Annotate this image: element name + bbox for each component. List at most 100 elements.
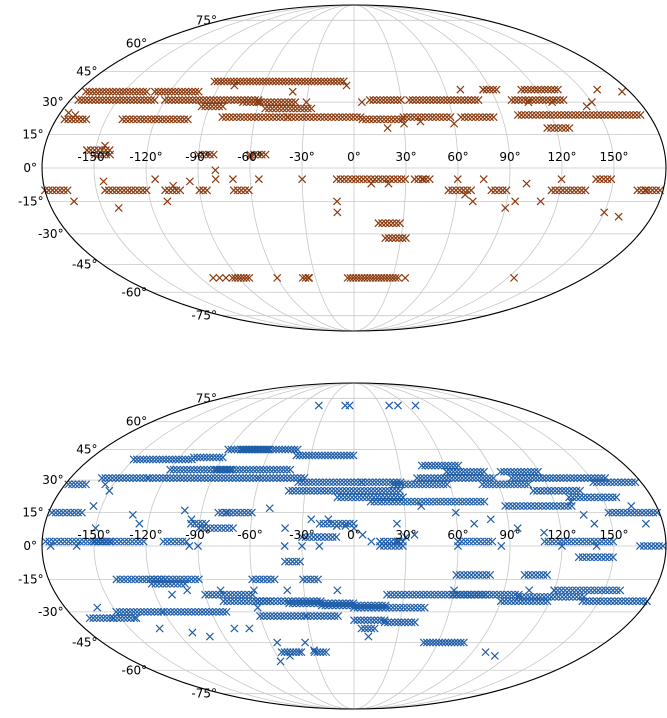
data-point bbox=[469, 537, 478, 546]
data-point bbox=[436, 497, 445, 506]
data-point bbox=[74, 480, 83, 489]
data-point bbox=[221, 524, 230, 533]
data-point bbox=[193, 453, 202, 462]
data-point bbox=[287, 612, 296, 621]
lat-tick-label: 30° bbox=[42, 95, 63, 109]
data-point bbox=[358, 115, 367, 124]
data-point bbox=[177, 607, 186, 616]
lat-tick-label: -15° bbox=[18, 572, 44, 586]
data-point bbox=[187, 575, 196, 584]
data-point bbox=[521, 592, 530, 601]
lat-tick-label: 75° bbox=[196, 13, 217, 27]
data-point bbox=[559, 474, 568, 483]
data-point bbox=[567, 110, 577, 120]
data-point bbox=[225, 524, 234, 533]
data-point bbox=[180, 115, 189, 124]
data-point bbox=[249, 465, 258, 474]
data-point bbox=[131, 575, 140, 584]
data-point bbox=[332, 175, 341, 184]
data-point bbox=[381, 219, 390, 228]
data-point bbox=[77, 96, 86, 105]
data-point bbox=[218, 465, 227, 474]
data-point bbox=[195, 186, 204, 195]
data-point bbox=[559, 96, 568, 105]
data-point bbox=[242, 273, 251, 282]
data-point bbox=[561, 486, 570, 495]
data-point bbox=[244, 597, 253, 606]
data-point bbox=[351, 175, 360, 184]
data-point bbox=[353, 603, 362, 612]
data-point bbox=[277, 597, 286, 606]
data-point bbox=[160, 87, 170, 96]
data-point bbox=[510, 96, 520, 105]
data-point bbox=[573, 474, 582, 483]
data-point bbox=[283, 612, 292, 621]
data-point bbox=[523, 467, 532, 476]
data-point bbox=[227, 445, 236, 454]
data-point bbox=[425, 638, 435, 647]
data-point bbox=[595, 175, 604, 184]
data-point bbox=[586, 537, 595, 546]
data-point bbox=[474, 590, 483, 599]
data-point bbox=[284, 486, 293, 495]
data-point bbox=[407, 618, 416, 627]
data-point bbox=[142, 455, 151, 464]
data-point bbox=[482, 85, 491, 94]
data-point bbox=[176, 186, 185, 195]
data-point bbox=[489, 474, 498, 483]
data-point bbox=[423, 590, 432, 599]
data-point bbox=[233, 77, 242, 86]
data-point bbox=[435, 480, 445, 489]
data-point bbox=[456, 85, 465, 94]
data-point bbox=[437, 461, 446, 470]
data-point bbox=[461, 190, 470, 199]
data-point bbox=[79, 537, 88, 546]
data-point bbox=[331, 601, 340, 610]
data-point bbox=[168, 575, 177, 584]
data-point bbox=[425, 175, 434, 184]
data-point bbox=[418, 480, 427, 489]
data-point bbox=[181, 455, 190, 464]
data-point bbox=[310, 648, 319, 657]
data-point bbox=[122, 87, 131, 96]
data-point bbox=[133, 96, 142, 105]
data-point bbox=[286, 465, 295, 474]
data-point bbox=[425, 96, 434, 105]
data-point bbox=[565, 486, 574, 495]
data-point bbox=[507, 96, 516, 105]
data-point bbox=[583, 493, 592, 502]
data-point bbox=[578, 110, 587, 120]
data-point bbox=[259, 445, 268, 454]
data-point bbox=[302, 113, 311, 122]
data-point bbox=[213, 77, 222, 86]
data-point bbox=[317, 451, 326, 460]
data-point bbox=[215, 273, 224, 282]
data-point bbox=[323, 612, 332, 621]
data-point bbox=[223, 597, 232, 606]
data-point bbox=[70, 197, 79, 206]
data-point bbox=[200, 474, 209, 483]
data-point bbox=[135, 537, 144, 546]
data-point bbox=[130, 614, 139, 623]
data-point bbox=[238, 474, 247, 483]
data-point bbox=[463, 570, 472, 579]
data-point bbox=[434, 461, 443, 470]
data-point bbox=[610, 478, 619, 487]
data-point bbox=[381, 603, 390, 612]
data-point bbox=[374, 486, 383, 495]
data-point bbox=[523, 502, 532, 511]
data-point bbox=[566, 186, 575, 195]
data-point bbox=[129, 87, 138, 96]
data-point bbox=[434, 590, 443, 599]
data-point bbox=[193, 474, 202, 483]
data-point bbox=[183, 575, 192, 584]
data-point bbox=[315, 478, 324, 487]
data-point bbox=[120, 537, 129, 546]
data-point bbox=[384, 179, 393, 188]
data-point bbox=[481, 590, 491, 599]
data-point bbox=[71, 110, 80, 120]
data-point bbox=[279, 465, 288, 474]
data-point bbox=[119, 87, 128, 96]
data-point bbox=[546, 124, 555, 133]
data-point bbox=[398, 234, 407, 243]
